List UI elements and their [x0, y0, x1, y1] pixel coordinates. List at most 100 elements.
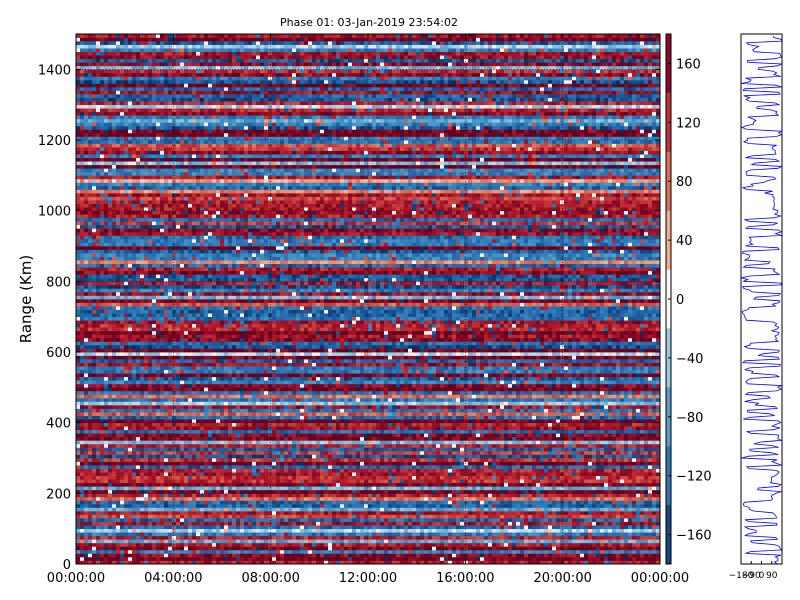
heatmap-cell: [440, 546, 445, 551]
heatmap-cell: [476, 549, 481, 554]
heatmap-cell: [284, 521, 289, 526]
heatmap-cell: [164, 468, 169, 473]
heatmap-cell: [624, 493, 629, 498]
heatmap-cell: [384, 525, 389, 530]
heatmap-cell: [104, 514, 109, 519]
heatmap-cell: [244, 560, 249, 565]
heatmap-cell: [100, 496, 105, 501]
heatmap-cell: [320, 468, 325, 473]
heatmap-cell: [484, 532, 489, 537]
heatmap-cell: [632, 447, 637, 452]
heatmap-cell: [200, 507, 205, 512]
heatmap-cell: [104, 472, 109, 477]
heatmap-cell: [640, 479, 645, 484]
heatmap-cell: [176, 532, 181, 537]
heatmap-cell: [484, 549, 489, 554]
heatmap-cell: [132, 514, 137, 519]
heatmap-cell: [76, 560, 81, 565]
heatmap-cell: [312, 535, 317, 540]
heatmap-cell: [404, 443, 409, 448]
heatmap-cell: [504, 542, 509, 547]
heatmap-cell: [444, 556, 449, 561]
heatmap-cell: [344, 542, 349, 547]
heatmap-cell: [604, 454, 609, 459]
heatmap-cell: [220, 454, 225, 459]
heatmap-cell: [544, 465, 549, 469]
heatmap-cell: [616, 458, 621, 462]
heatmap-cell: [160, 479, 165, 484]
heatmap-cell: [456, 447, 461, 452]
heatmap-cell: [264, 560, 269, 565]
heatmap-cell: [320, 454, 325, 459]
heatmap-cell: [324, 461, 329, 466]
heatmap-cell: [168, 546, 173, 551]
heatmap-cell: [484, 560, 489, 565]
heatmap-cell: [520, 475, 525, 480]
heatmap-cell: [428, 489, 433, 494]
heatmap-cell: [212, 511, 217, 515]
heatmap-cell: [168, 532, 173, 537]
heatmap-cell: [572, 443, 577, 448]
heatmap-cell: [208, 472, 213, 477]
heatmap-cell: [648, 454, 653, 459]
heatmap-cell: [396, 525, 401, 530]
heatmap-cell: [452, 503, 457, 508]
heatmap-cell: [336, 546, 341, 551]
heatmap-cell: [596, 532, 601, 537]
heatmap-cell: [368, 528, 373, 533]
heatmap-cell: [168, 489, 173, 494]
heatmap-cell: [404, 486, 409, 491]
heatmap-cell: [156, 535, 161, 540]
heatmap-cell: [344, 461, 349, 466]
heatmap-cell: [196, 546, 201, 551]
heatmap-cell: [316, 556, 321, 561]
heatmap-cell: [268, 535, 273, 540]
heatmap-cell: [524, 553, 529, 558]
heatmap-cell: [400, 521, 405, 526]
heatmap-cell: [220, 511, 225, 515]
heatmap-cell: [152, 525, 157, 530]
heatmap-cell: [308, 503, 313, 508]
heatmap-cell: [560, 493, 565, 498]
heatmap-cell: [480, 486, 485, 491]
heatmap-cell: [96, 535, 101, 540]
heatmap-cell: [532, 532, 537, 537]
heatmap-cell: [352, 532, 357, 537]
heatmap-cell: [168, 482, 173, 487]
heatmap-cell: [324, 447, 329, 452]
heatmap-cell: [232, 511, 237, 515]
heatmap-cell: [88, 472, 93, 477]
heatmap-cell: [204, 525, 209, 530]
heatmap-cell: [208, 458, 213, 462]
heatmap-cell: [360, 528, 365, 533]
heatmap-cell: [136, 535, 141, 540]
heatmap-cell: [616, 532, 621, 537]
heatmap-cell: [600, 525, 605, 530]
heatmap-cell: [504, 454, 509, 459]
heatmap-cell: [624, 525, 629, 530]
heatmap-cell: [572, 553, 577, 558]
heatmap-cell: [316, 500, 321, 505]
heatmap-cell: [612, 479, 617, 484]
heatmap-cell: [256, 475, 261, 480]
heatmap-cell: [176, 489, 181, 494]
heatmap-cell: [428, 465, 433, 469]
heatmap-cell: [580, 486, 585, 491]
heatmap-cell: [284, 539, 289, 544]
heatmap-cell: [632, 556, 637, 561]
heatmap-cell: [388, 468, 393, 473]
heatmap-cell: [96, 528, 101, 533]
heatmap-cell: [520, 500, 525, 505]
heatmap-cell: [456, 546, 461, 551]
heatmap-cell: [308, 549, 313, 554]
heatmap-cell: [376, 532, 381, 537]
heatmap-cell: [356, 450, 361, 455]
heatmap-cell: [496, 450, 501, 455]
heatmap-cell: [328, 486, 333, 491]
heatmap-cell: [76, 507, 81, 512]
heatmap-cell: [608, 500, 613, 505]
heatmap-cell: [644, 542, 649, 547]
heatmap-cell: [188, 450, 193, 455]
heatmap-cell: [548, 539, 553, 544]
heatmap-cell: [304, 532, 309, 537]
